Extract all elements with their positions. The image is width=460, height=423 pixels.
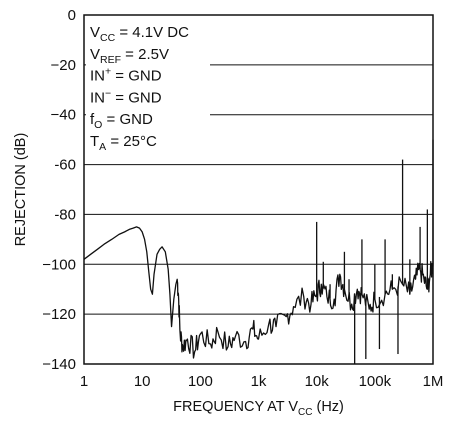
x-axis-title-sub: CC bbox=[298, 407, 312, 418]
condition-line: VREF = 2.5V bbox=[90, 46, 169, 66]
x-tick-label: 10 bbox=[134, 373, 151, 390]
x-tick-label: 1M bbox=[423, 373, 444, 390]
y-tick-label: −100 bbox=[42, 256, 76, 273]
condition-line: fO = GND bbox=[90, 111, 153, 131]
plot-frame bbox=[83, 14, 434, 365]
x-tick-label: 100k bbox=[359, 373, 392, 390]
x-tick-label: 1 bbox=[80, 373, 88, 390]
condition-line: IN+ = GND bbox=[90, 66, 162, 85]
conditions-background bbox=[86, 17, 210, 149]
y-tick-label: −40 bbox=[51, 107, 76, 124]
series-line bbox=[83, 226, 434, 359]
x-axis-title-tail: (Hz) bbox=[312, 399, 343, 415]
condition-line: IN− = GND bbox=[90, 87, 162, 106]
x-tick-label: 10k bbox=[305, 373, 330, 390]
y-axis-title: REJECTION (dB) bbox=[13, 133, 29, 247]
y-tick-label: −20 bbox=[51, 57, 76, 74]
condition-line: TA = 25°C bbox=[90, 133, 157, 153]
x-axis-title: FREQUENCY AT VCC (Hz) bbox=[173, 399, 344, 418]
y-tick-label: −140 bbox=[42, 356, 76, 373]
series-layer bbox=[83, 139, 434, 364]
x-tick-label: 100 bbox=[188, 373, 213, 390]
condition-line: VCC = 4.1V DC bbox=[90, 24, 189, 44]
y-tick-label: 0 bbox=[68, 7, 76, 24]
y-tick-label: -60 bbox=[54, 157, 76, 174]
y-tick-label: -80 bbox=[54, 206, 76, 223]
conditions-box bbox=[86, 17, 210, 149]
x-tick-label: 1k bbox=[251, 373, 267, 390]
y-tick-label: −120 bbox=[42, 306, 76, 323]
x-axis-title-main: FREQUENCY AT V bbox=[173, 399, 298, 415]
